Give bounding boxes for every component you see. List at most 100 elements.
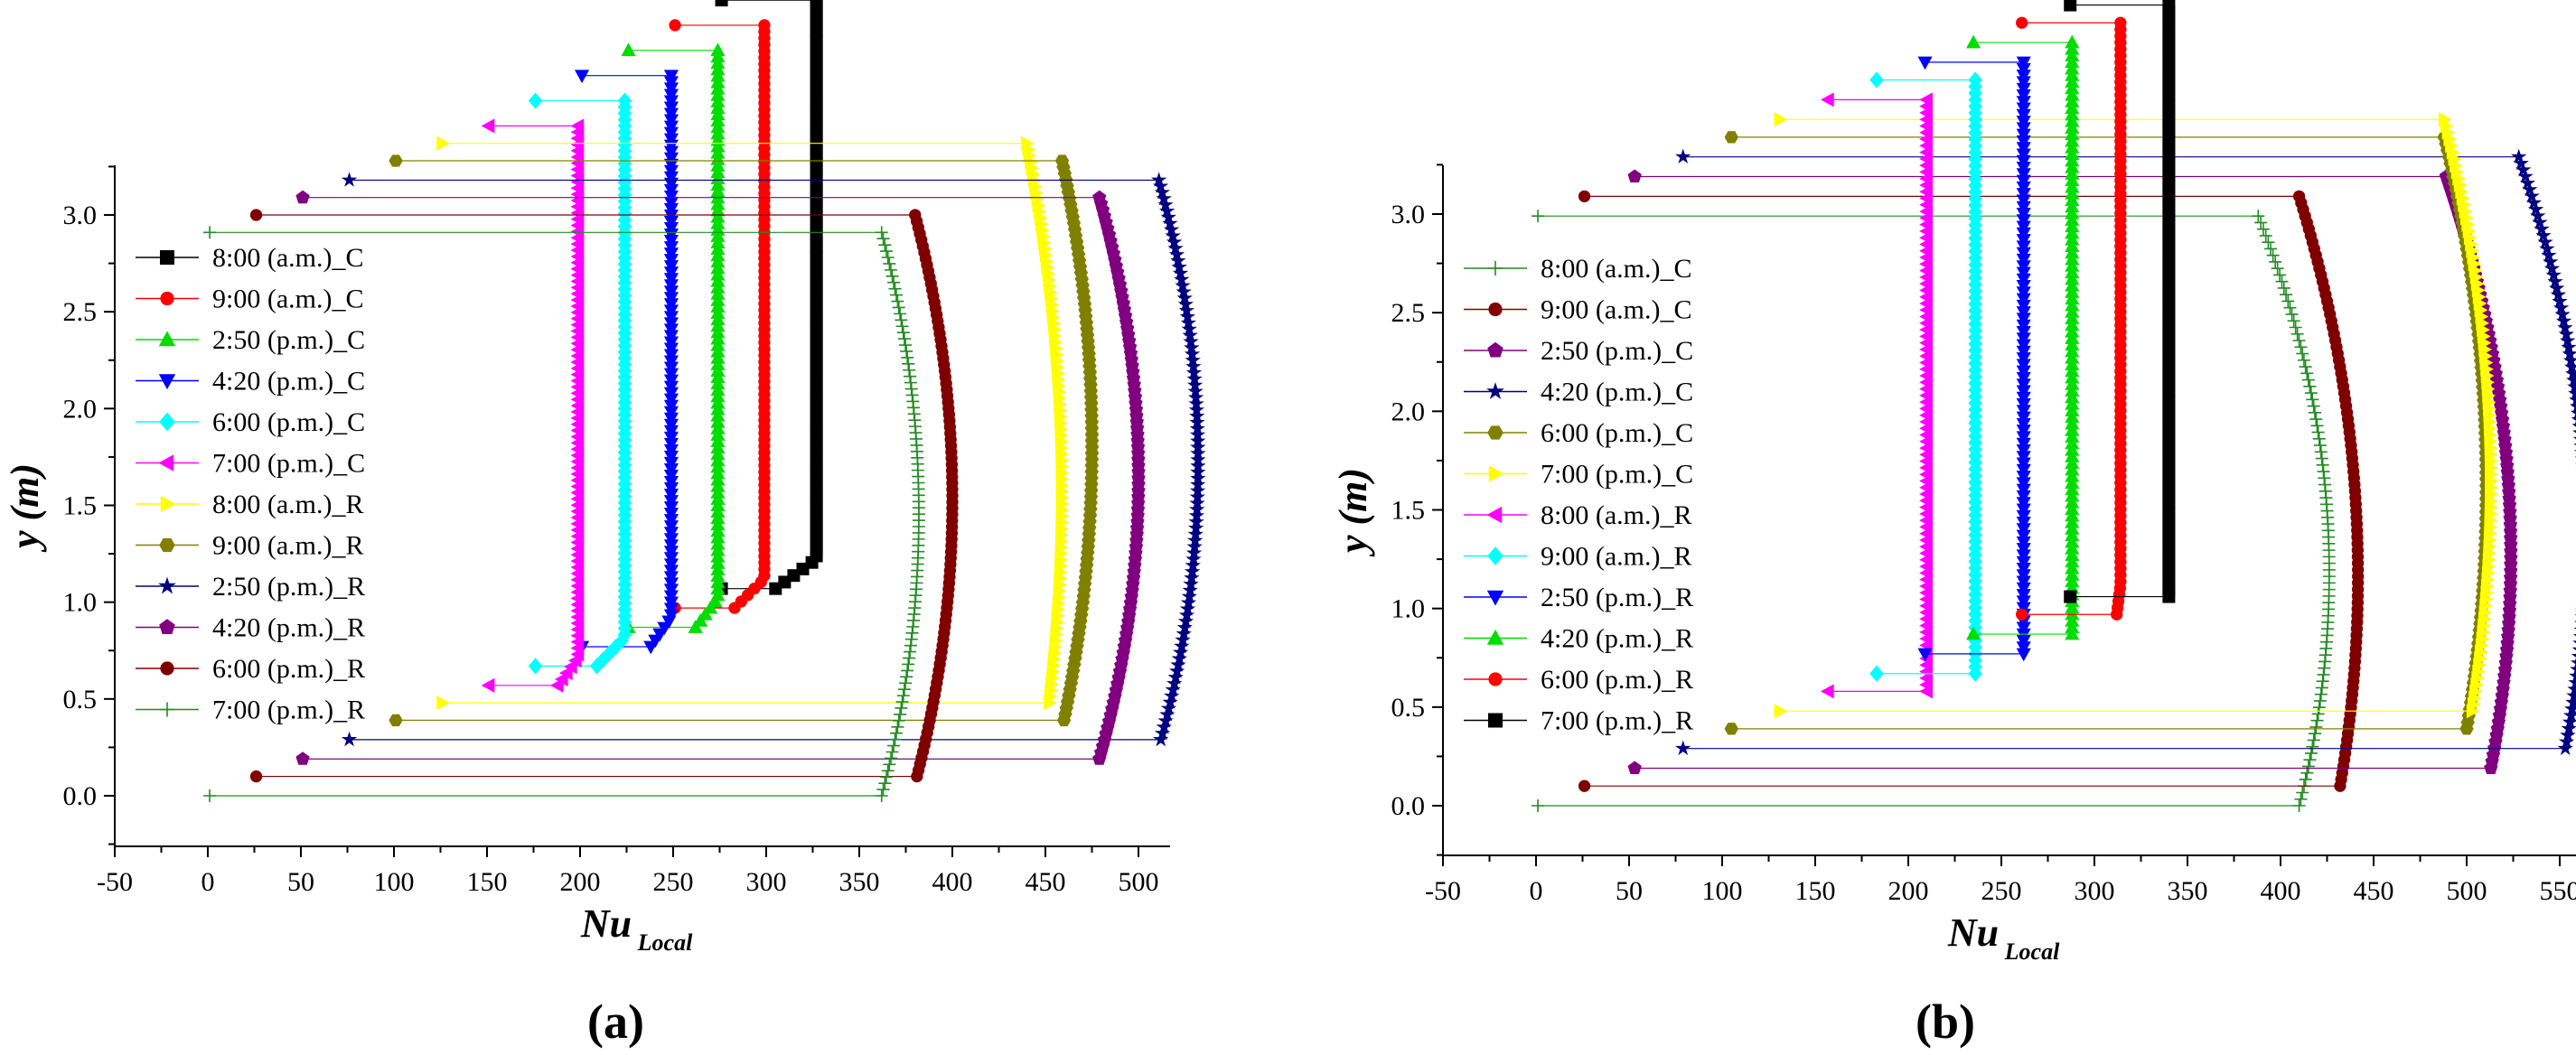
data-point [2271,262,2284,275]
data-point [595,651,611,668]
data-point [895,320,909,333]
series-7 [1869,71,1982,682]
data-point [899,677,913,690]
legend-label: 7:00 (p.m.)_C [1541,460,1693,490]
data-point [2259,229,2272,242]
series-end-marker [669,19,681,32]
data-point [903,651,916,665]
data-point [2562,707,2576,723]
data-point [1092,190,1107,204]
data-point [903,363,916,377]
data-point [2287,314,2300,328]
legend-marker [1487,425,1503,440]
data-point [2568,385,2576,401]
x-tick-label: 350 [2168,876,2208,906]
x-tick-label: 250 [1981,876,2022,906]
y-axis-label: y (m) [1331,468,1375,557]
data-point [2517,168,2534,183]
data-point [2570,410,2576,420]
data-point [880,770,894,784]
x-tick-label: 300 [2075,876,2115,906]
data-point [2309,406,2321,419]
data-point [1187,383,1204,398]
data-point [894,707,907,721]
data-point [1156,190,1172,206]
data-point [1152,178,1169,193]
data-point [1165,681,1181,697]
panel-label-a: (a) [587,994,644,1049]
series-start-marker [389,714,403,727]
data-point [2277,281,2290,294]
data-point [2558,326,2574,341]
data-point [2553,299,2570,315]
data-point [2560,727,2576,742]
data-point [1153,731,1169,747]
data-point [1054,154,1070,167]
x-axis-label-subscript: Local [637,929,693,956]
data-point [2555,313,2572,328]
data-point [1189,489,1205,504]
data-point [2304,387,2318,400]
series-1 [669,19,771,614]
series-end-marker [436,135,450,151]
legend-label: 9:00 (a.m.)_C [1541,295,1691,325]
y-tick-label: 1.0 [63,588,98,618]
data-point [2543,260,2561,275]
data-point [889,726,903,740]
data-point [1189,414,1205,430]
data-point [876,783,890,797]
data-point [2562,352,2576,368]
series-start-marker [436,696,450,711]
data-point [1184,569,1200,585]
data-point [2281,294,2295,308]
series-7 [389,154,1100,727]
data-point [570,118,585,134]
x-tick-label: -50 [97,867,133,897]
legend-label: 2:50 (p.m.)_C [1541,336,1693,366]
data-point [1164,687,1180,704]
data-point [1190,445,1206,461]
legend-marker [160,702,174,717]
x-tick-label: 100 [374,867,415,897]
data-point [589,658,604,675]
series-4 [528,92,632,675]
data-point [2275,275,2289,288]
data-point [2511,148,2527,164]
legend-marker [158,576,176,594]
data-point [1180,594,1197,610]
data-point [2311,707,2325,721]
data-point [888,282,902,295]
data-point [1174,271,1190,286]
data-point [2303,753,2317,767]
legend-marker [160,291,174,306]
series-6 [1821,92,1933,699]
legend-marker [158,374,176,390]
data-point [1968,71,1982,89]
legend-marker [1486,629,1504,645]
data-point [1185,358,1202,374]
legend-label: 8:00 (a.m.)_C [212,243,363,273]
data-point [2306,740,2319,753]
data-point [1185,551,1202,566]
data-point [900,344,913,358]
data-point [880,245,894,258]
data-point [2314,687,2328,701]
data-point [889,288,903,302]
data-point [901,664,914,677]
data-point [2256,222,2270,236]
y-tick-label: 0.0 [63,781,98,811]
data-point [1156,718,1172,734]
series-end-marker [1821,92,1834,107]
legend-label: 7:00 (p.m.)_R [1541,706,1693,736]
series-9 [1966,34,2080,640]
data-point [1179,601,1196,616]
data-point [2285,307,2299,321]
y-tick-label: 1.0 [1391,594,1426,624]
data-point [904,639,917,652]
data-point [875,226,888,239]
legend-label: 6:00 (p.m.)_R [1541,665,1693,695]
legend-label: 2:50 (p.m.)_C [212,325,365,355]
data-point [2290,327,2304,341]
data-point [1021,135,1035,151]
data-point [1180,314,1196,331]
